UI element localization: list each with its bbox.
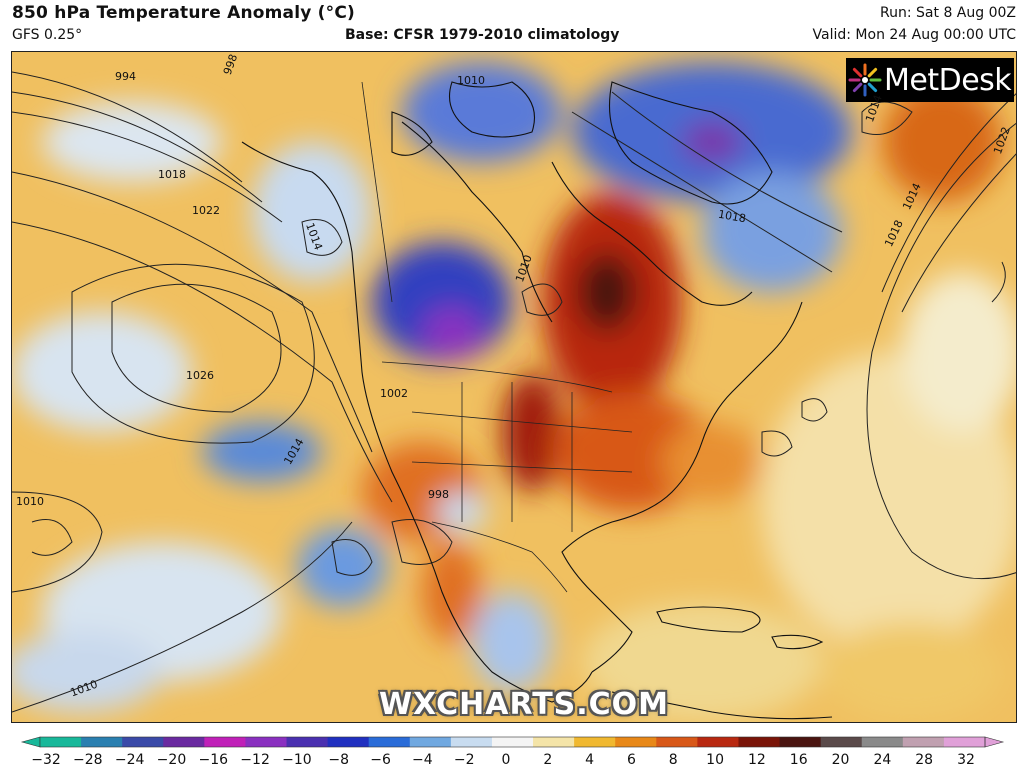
colorbar-segment bbox=[615, 737, 657, 747]
coastlines bbox=[241, 81, 833, 720]
isobar-lines bbox=[12, 71, 1016, 713]
colorbar-min-arrow bbox=[20, 736, 41, 748]
colorbar-tick-label: 24 bbox=[873, 752, 892, 768]
metdesk-logo-text: MetDesk bbox=[884, 62, 1012, 98]
anomaly-field bbox=[12, 62, 1016, 722]
colorbar-max-arrow bbox=[984, 736, 1005, 748]
colorbar-tick-label: 8 bbox=[668, 752, 678, 768]
colorbar-tick-label: 10 bbox=[706, 752, 724, 768]
colorbar-segment bbox=[327, 737, 370, 747]
colorbar-segment bbox=[491, 737, 534, 747]
chart-header: 850 hPa Temperature Anomaly (°C) GFS 0.2… bbox=[0, 0, 1024, 50]
colorbar-segment bbox=[81, 737, 123, 747]
colorbar-tick-label: 6 bbox=[626, 752, 636, 768]
colorbar-tick-label: −20 bbox=[156, 752, 187, 768]
colorbar-segment bbox=[697, 737, 739, 747]
colorbar-tick-label: −2 bbox=[453, 752, 475, 768]
colorbar-tick-label: −16 bbox=[198, 752, 229, 768]
colorbar-segment bbox=[450, 737, 493, 747]
colorbar-segment bbox=[409, 737, 452, 747]
colorbar-segment bbox=[245, 737, 288, 747]
colorbar-border bbox=[39, 736, 986, 748]
isobar-label: 1026 bbox=[186, 369, 214, 382]
colorbar-tick-label: 12 bbox=[747, 752, 766, 768]
colorbar-segment bbox=[163, 737, 205, 747]
colorbar-segment bbox=[204, 737, 246, 747]
valid-time-label: Valid: Mon 24 Aug 00:00 UTC bbox=[812, 27, 1016, 43]
colorbar-tick-label: −28 bbox=[73, 752, 103, 768]
colorbar-tick-label: −8 bbox=[328, 752, 350, 768]
isobar-label: 1010 bbox=[16, 495, 44, 508]
base-climatology-label: Base: CFSR 1979-2010 climatology bbox=[345, 27, 620, 43]
colorbar-tick-label: 32 bbox=[957, 752, 975, 768]
political-borders bbox=[361, 81, 633, 593]
colorbar-gradient bbox=[20, 736, 1005, 748]
map-canvas bbox=[12, 52, 1016, 722]
colorbar-tick-label: −12 bbox=[240, 752, 270, 768]
colorbar-tick-label: 2 bbox=[543, 752, 553, 768]
colorbar-tick-label: −4 bbox=[412, 752, 433, 768]
colorbar-segment bbox=[779, 737, 822, 747]
isobar-label: 1002 bbox=[380, 387, 408, 400]
colorbar-segment bbox=[738, 737, 781, 747]
colorbar-tick-label: −10 bbox=[282, 752, 312, 768]
colorbar-tick-label: −6 bbox=[370, 752, 391, 768]
isobar-label: 998 bbox=[428, 488, 449, 501]
run-time-label: Run: Sat 8 Aug 00Z bbox=[880, 5, 1016, 21]
isobar-label: 1010 bbox=[457, 74, 485, 87]
colorbar-segment bbox=[122, 737, 164, 747]
chart-title: 850 hPa Temperature Anomaly (°C) bbox=[12, 3, 355, 23]
colorbar-tick-label: 28 bbox=[915, 752, 934, 768]
isobar-label: 1022 bbox=[192, 204, 220, 217]
metdesk-logo-icon bbox=[846, 58, 884, 102]
colorbar-segment bbox=[286, 737, 329, 747]
isobar-label: 994 bbox=[115, 70, 136, 83]
colorbar-tick-label: 20 bbox=[831, 752, 850, 768]
colorbar-segment bbox=[656, 737, 698, 747]
isobar-label: 1018 bbox=[158, 168, 186, 181]
wxcharts-watermark: WXCHARTS.COM bbox=[378, 687, 670, 722]
colorbar-tick-label: 4 bbox=[585, 752, 595, 768]
colorbar-tick-label: −32 bbox=[31, 752, 61, 768]
model-label: GFS 0.25° bbox=[12, 27, 83, 43]
colorbar-tick-label: 16 bbox=[789, 752, 808, 768]
colorbar-tick-label: −24 bbox=[114, 752, 145, 768]
colorbar-segment bbox=[902, 737, 945, 747]
colorbar-tick-label: 0 bbox=[501, 752, 511, 768]
metdesk-logo: MetDesk bbox=[846, 58, 1014, 102]
colorbar-segment bbox=[943, 737, 986, 747]
colorbar-segment bbox=[574, 737, 616, 747]
colorbar-segment bbox=[820, 737, 863, 747]
colorbar-segment bbox=[861, 737, 904, 747]
colorbar-segment bbox=[40, 737, 82, 747]
colorbar-segment bbox=[368, 737, 411, 747]
colorbar-segment bbox=[533, 737, 575, 747]
colorbar bbox=[0, 727, 1024, 777]
anomaly-map: MetDesk WXCHARTS.COM 994 998 1018 1022 1… bbox=[11, 51, 1017, 723]
